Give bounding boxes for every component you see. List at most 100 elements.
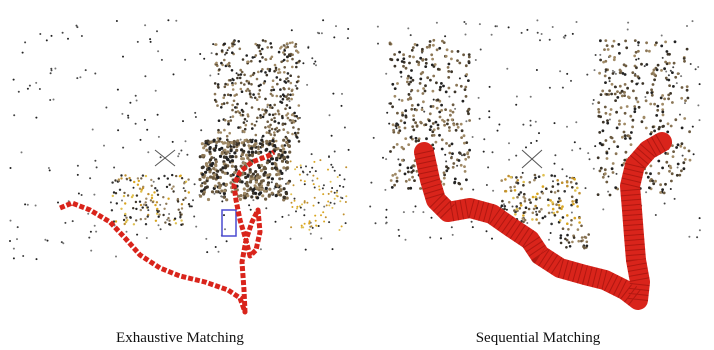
point [529,201,532,204]
point [661,103,664,106]
point [645,49,648,52]
point [256,196,259,199]
point [285,141,288,144]
point [177,155,179,157]
point [22,52,24,54]
point [297,51,300,54]
point [328,221,330,223]
point [667,97,670,100]
point [244,196,247,199]
point [654,44,657,47]
point [214,185,217,188]
point [268,130,271,133]
point [215,160,218,163]
point [217,131,220,134]
point [671,71,674,74]
point [51,69,53,71]
point [631,126,634,129]
point [298,140,301,143]
point [448,152,451,155]
point [10,220,12,222]
point [275,221,277,223]
point [254,170,257,173]
point [35,82,37,84]
point [277,72,280,75]
point [288,214,290,216]
point [234,82,237,85]
point [182,120,184,122]
point [667,94,670,97]
point [255,181,258,184]
point [218,148,221,151]
point [234,155,237,158]
point [286,155,289,158]
point [417,89,420,92]
point [425,123,428,126]
point [203,58,205,60]
point [35,117,37,119]
point [281,101,284,104]
point [697,104,699,106]
point [225,183,228,186]
point [422,211,424,213]
point [273,134,276,137]
point [270,118,273,121]
point [410,136,413,139]
point [419,78,422,81]
point [572,203,575,206]
point [250,60,253,63]
point [565,246,568,249]
point [464,88,467,91]
point [506,209,508,211]
point [656,109,659,112]
point [412,114,415,117]
point [345,195,347,197]
point [634,74,637,77]
point [126,178,128,180]
point [650,88,653,91]
point [284,108,287,111]
point [651,94,654,97]
point [143,204,145,206]
point [218,73,220,75]
point [79,76,81,78]
point [273,131,276,134]
point [268,142,271,145]
point [415,137,418,140]
point [139,201,141,203]
point [209,158,212,161]
point [291,206,293,208]
point [250,195,253,198]
point [232,115,235,118]
point [573,178,576,181]
point [487,166,489,168]
point [183,187,185,189]
point [231,84,234,87]
point [519,207,522,210]
point [147,206,149,208]
point [128,177,130,179]
point [602,129,605,132]
point [239,198,242,201]
point [146,237,148,239]
point [233,151,236,154]
point [472,189,474,191]
point [394,65,397,68]
point [391,174,394,177]
point [160,228,162,230]
point [330,164,332,166]
point [628,135,631,138]
point [284,151,287,154]
point [497,130,499,132]
point [271,56,274,59]
point [688,236,690,238]
point [88,237,90,239]
point [388,123,390,125]
point [441,138,444,141]
point [271,139,274,142]
point [424,84,427,87]
point [664,183,667,186]
point [385,216,387,218]
point [393,53,396,56]
point [614,86,617,89]
